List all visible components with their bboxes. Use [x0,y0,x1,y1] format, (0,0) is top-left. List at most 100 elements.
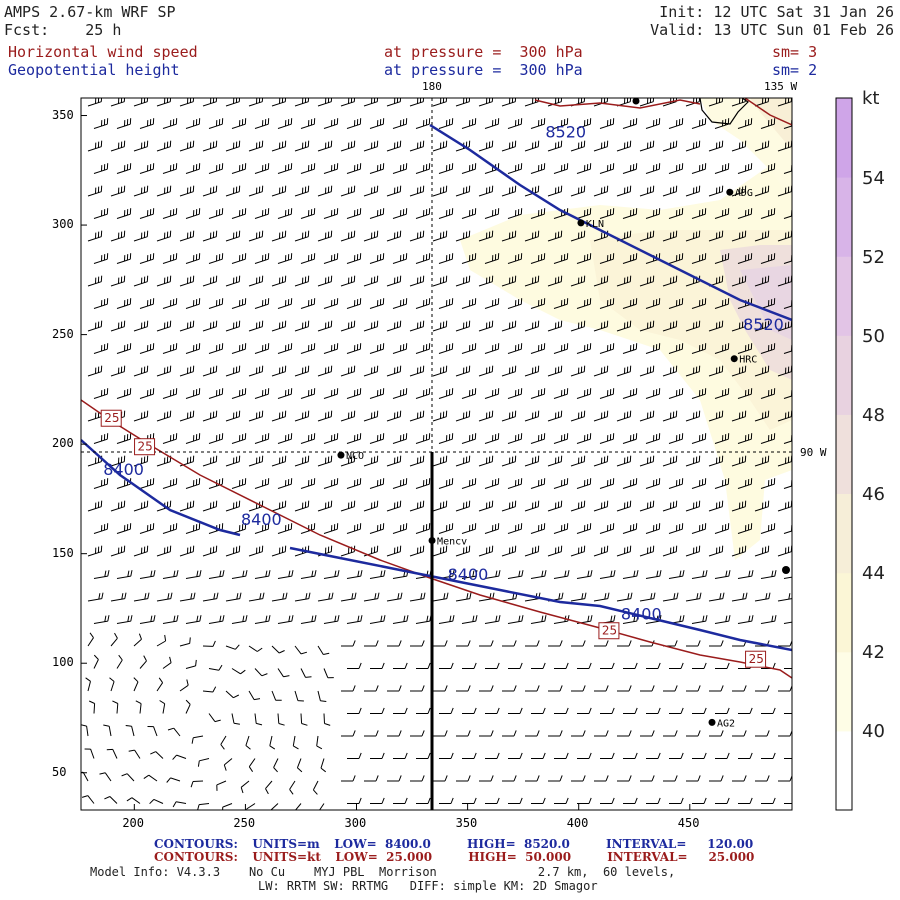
wind-barb [202,320,218,332]
wind-barb [202,500,218,512]
wind-barb [461,163,477,174]
wind-barb [387,640,402,647]
y-tick-label: 150 [52,545,74,560]
wind-barb [548,640,563,647]
wind-barb [784,803,792,804]
wind-barb [484,343,500,354]
wind-barb [409,455,425,467]
wind-barb [754,185,770,197]
wind-barb [438,615,455,624]
wind-barb [248,230,264,242]
wind-barb [692,707,707,714]
wind-barb [162,208,178,219]
wind-barb [254,433,270,444]
wind-barb [685,500,701,512]
wind-barb [231,388,247,399]
wind-barb [225,185,241,197]
wind-barb [179,637,191,647]
wind-barb [116,253,132,264]
wind-barb [685,545,701,557]
wind-barb [547,455,563,467]
wind-barb [553,118,569,129]
wind-barb [363,410,379,422]
wind-barb [438,163,454,174]
wind-barb [760,163,776,174]
axis-ticks [81,115,691,810]
wind-barb [709,640,724,647]
wind-barb [484,570,501,579]
wind-barb [715,662,730,669]
wind-barb [300,570,317,579]
wind-barb [363,320,379,332]
wind-barb [231,118,247,129]
wind-barb [156,230,172,242]
wind-barb [346,163,362,174]
wind-barb [317,275,333,287]
wind-barb [507,388,523,399]
wind-barb [645,298,661,309]
wind-barb [81,724,89,737]
wind-barb [507,343,523,354]
wind-barb [110,455,126,467]
wind-barb [433,730,448,737]
wind-barb [409,592,426,602]
wind-barb [501,500,517,512]
wind-barb [369,298,385,309]
wind-barb [415,433,431,444]
wind-barb [754,545,770,557]
wind-barb [639,140,655,152]
wind-barb [553,433,569,444]
wind-barb [714,298,730,309]
wind-barb [202,275,218,287]
wind-barb [139,163,155,174]
field2-name: Geopotential height [8,61,180,79]
wind-barb [93,615,110,624]
wind-barb [93,570,110,579]
wind-barb [231,668,246,675]
wind-barb [754,500,770,512]
wind-barb [346,388,362,399]
wind-barb [93,343,109,354]
wind-barb [669,662,684,669]
wind-barb [525,775,540,782]
wind-barb [93,163,109,174]
wind-barb [363,140,379,152]
station-label: NCO [346,451,364,462]
wind-barb [461,615,478,624]
wind-barb [691,570,708,579]
wind-barb [162,433,178,444]
wind-barb [553,163,569,174]
wind-barb [548,730,563,737]
wind-barb [737,570,754,579]
wind-barb [646,662,661,669]
wind-barb [455,230,471,242]
wind-barb [319,803,325,810]
wind-barb [392,343,408,354]
wind-barb [639,500,655,512]
wind-barb [87,632,94,647]
wind-barb [208,343,224,354]
height-contour-label: 8400 [241,510,282,529]
wind-barb [294,365,310,377]
wind-barb [271,690,282,701]
wind-barb [570,98,586,107]
forecast-label: Fcst: 25 h [4,22,121,39]
wind-barb [185,343,201,354]
wind-barb [501,275,517,287]
wind-barb [179,365,195,377]
wind-barb [143,774,158,782]
wind-barb [271,592,288,602]
wind-barb [571,730,586,737]
wind-barb [478,455,494,467]
footer-c2-low: LOW= 25.000 [335,850,433,864]
wind-barb [156,410,172,422]
speed-contour-label-box [598,622,620,640]
wind-barb [484,478,500,489]
wind-barb [622,570,639,579]
wind-barb [554,752,569,759]
wind-barb [231,615,248,624]
wind-barb [691,433,707,444]
wind-barb [340,592,357,602]
wind-barb [133,500,149,512]
wind-barb [323,298,339,309]
